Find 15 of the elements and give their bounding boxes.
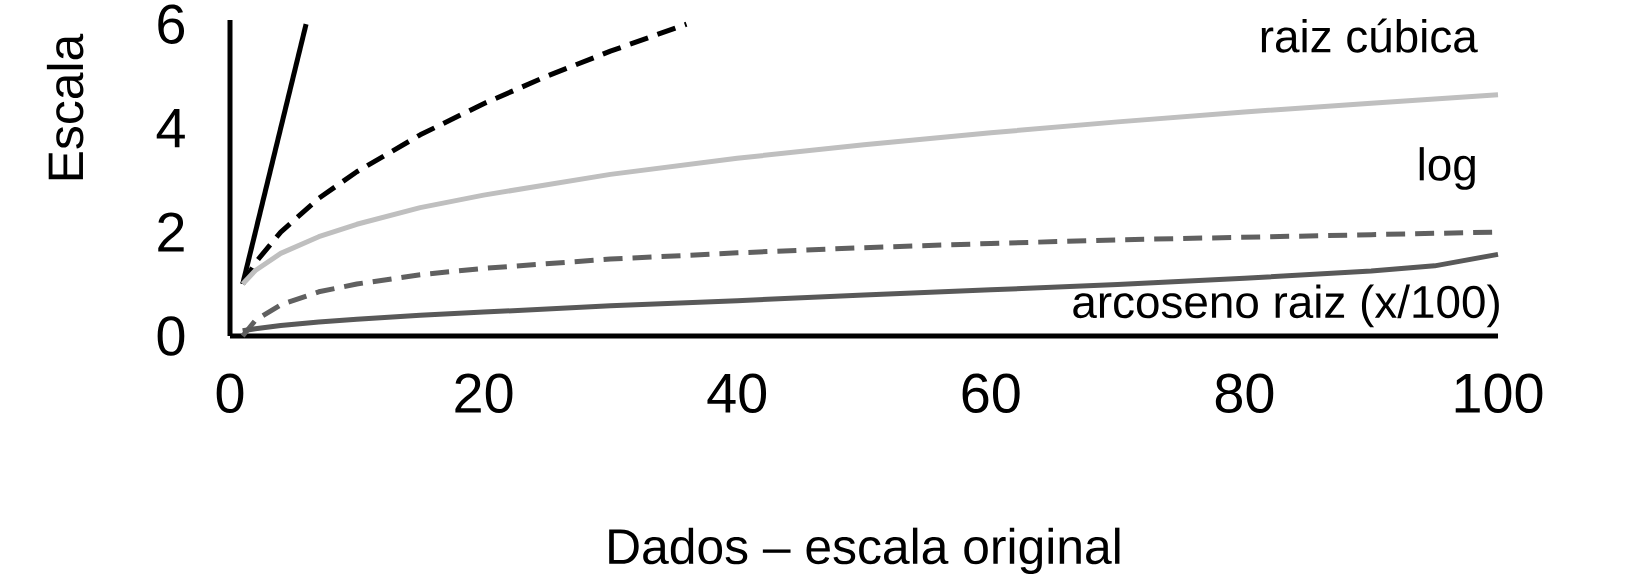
y-tick-label: 4 (156, 108, 185, 148)
x-tick-label: 40 (707, 373, 767, 414)
y-tick-label: 6 (158, 4, 185, 44)
x-tick-label: 0 (216, 373, 244, 414)
x-tick-label: 60 (962, 373, 1020, 414)
series-label: arcoseno raiz (x/100) (1073, 284, 1499, 328)
x-axis-title: Dados – escala original (609, 527, 1120, 574)
y-axis-title: Escala (46, 33, 84, 180)
series-label: raiz cúbica (1261, 18, 1478, 53)
y-tick-label: 2 (158, 212, 184, 252)
series-label: log (1419, 147, 1475, 190)
x-tick-label: 20 (455, 373, 513, 414)
x-tick-label: 100 (1455, 373, 1543, 414)
y-tick-label: 0 (157, 316, 185, 356)
x-tick-label: 80 (1215, 373, 1274, 414)
